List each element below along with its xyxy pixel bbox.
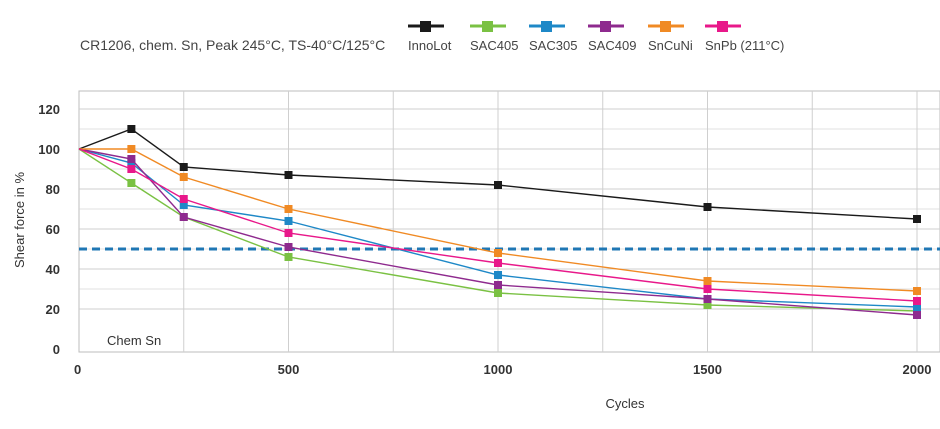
data-point (127, 125, 136, 133)
data-point (284, 243, 293, 251)
plot-area (78, 90, 940, 353)
legend-item: SnCuNi (648, 21, 693, 53)
y-tick-label: 40 (46, 262, 60, 277)
chart-subtitle: CR1206, chem. Sn, Peak 245°C, TS-40°C/12… (80, 37, 385, 53)
legend-swatch-marker (482, 21, 493, 32)
data-point (179, 163, 188, 171)
legend-item: SnPb (211°C) (705, 21, 784, 53)
x-tick-label: 500 (278, 362, 300, 377)
y-tick-label: 60 (46, 222, 60, 237)
data-point (284, 229, 293, 237)
data-point (913, 311, 921, 319)
data-point (913, 303, 921, 311)
legend-swatch-marker (600, 21, 611, 32)
y-tick-label: 80 (46, 182, 60, 197)
series-innolot (78, 125, 921, 223)
legend: InnoLot SAC405 SAC305 SAC409 SnCuNi SnPb (211… (408, 21, 784, 53)
data-point (494, 289, 502, 297)
legend-item: InnoLot (408, 21, 452, 53)
data-point (494, 249, 502, 257)
series-group (78, 125, 921, 319)
legend-item: SAC405 (470, 21, 518, 53)
data-point (284, 217, 293, 225)
y-tick-label: 100 (38, 142, 60, 157)
data-point (913, 215, 921, 223)
legend-item: SAC305 (529, 21, 577, 53)
data-point (127, 155, 136, 163)
x-tick-labels: 0 500 1000 1500 2000 (74, 362, 931, 377)
data-point (127, 145, 136, 153)
series-snpb-211-c (78, 148, 921, 305)
legend-label: SnCuNi (648, 38, 693, 53)
data-point (179, 213, 188, 221)
series-sac409 (78, 148, 921, 319)
legend-label: SnPb (211°C) (705, 38, 784, 53)
x-axis-label: Cycles (605, 396, 645, 411)
legend-label: InnoLot (408, 38, 452, 53)
x-tick-label: 2000 (903, 362, 932, 377)
data-point (913, 297, 921, 305)
data-point (179, 195, 188, 203)
legend-swatch-marker (420, 21, 431, 32)
data-point (284, 171, 293, 179)
data-point (703, 203, 712, 211)
y-tick-label: 0 (53, 342, 60, 357)
series-sncuni (79, 145, 921, 295)
data-point (703, 301, 712, 309)
data-point (703, 277, 712, 285)
legend-label: SAC405 (470, 38, 518, 53)
legend-swatch-marker (660, 21, 671, 32)
data-point (179, 201, 188, 209)
data-point (494, 259, 502, 267)
data-point (494, 281, 502, 289)
legend-item: SAC409 (588, 21, 636, 53)
data-point (494, 271, 502, 279)
legend-label: SAC305 (529, 38, 577, 53)
chem-sn-annotation: Chem Sn (107, 333, 161, 348)
y-axis-label: Shear force in % (12, 172, 27, 269)
data-point (127, 165, 136, 173)
legend-swatch-marker (541, 21, 552, 32)
data-point (494, 181, 502, 189)
x-tick-label: 0 (74, 362, 81, 377)
legend-swatch-marker (717, 21, 728, 32)
legend-label: SAC409 (588, 38, 636, 53)
data-point (703, 285, 712, 293)
y-tick-label: 20 (46, 302, 60, 317)
data-point (179, 173, 188, 181)
x-tick-label: 1000 (484, 362, 513, 377)
data-point (913, 287, 921, 295)
data-point (703, 295, 712, 303)
data-point (284, 253, 293, 261)
data-point (284, 205, 293, 213)
y-tick-label: 120 (38, 102, 60, 117)
x-tick-label: 1500 (693, 362, 722, 377)
data-point (127, 179, 136, 187)
y-tick-labels: 0 20 40 60 80 100 120 (38, 102, 60, 357)
